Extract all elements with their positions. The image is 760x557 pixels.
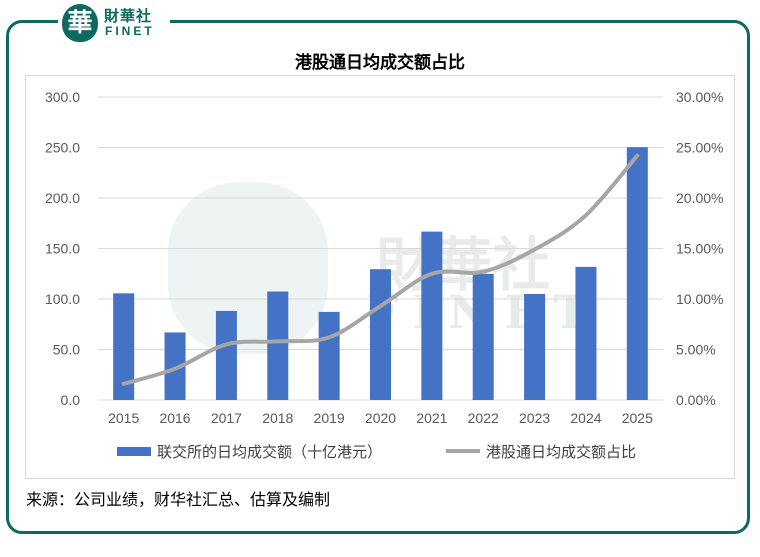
bar-2023 — [524, 293, 546, 400]
line-series — [121, 153, 640, 386]
bar-2017 — [215, 310, 237, 400]
bar-2025 — [626, 147, 648, 400]
y-right-tick-label: 15.00% — [676, 241, 723, 257]
watermark-seal-icon — [168, 182, 328, 354]
gridlines — [98, 96, 663, 401]
y-left-tick-label: 200.0 — [45, 190, 80, 206]
plot-area-border — [25, 75, 735, 479]
x-tick-label: 2018 — [262, 410, 293, 426]
legend-swatch-bar — [117, 447, 151, 456]
y-left-tick-label: 150.0 — [45, 241, 80, 257]
y-left-tick-label: 300.0 — [45, 89, 80, 105]
y-right-tick-label: 10.00% — [676, 291, 723, 307]
y-left-tick-label: 250.0 — [45, 140, 80, 156]
x-tick-label: 2019 — [314, 410, 345, 426]
bar-2015 — [113, 293, 135, 400]
legend: 联交所的日均成交额（十亿港元） 港股通日均成交额占比 — [117, 443, 636, 461]
brand-logo: 華 財華社 FINET — [58, 2, 170, 44]
y-right-tick-label: 25.00% — [676, 140, 723, 156]
bar-2024 — [575, 266, 597, 400]
y-right-tick-label: 5.00% — [676, 342, 716, 358]
brand-name-en: FINET — [105, 24, 155, 38]
x-tick-label: 2024 — [570, 410, 601, 426]
x-tick-label: 2023 — [519, 410, 550, 426]
x-tick-label: 2017 — [211, 410, 242, 426]
x-tick-label: 2015 — [108, 410, 139, 426]
x-tick-label: 2016 — [159, 410, 190, 426]
line-share-path — [121, 153, 640, 386]
x-tick-label: 2022 — [468, 410, 499, 426]
y-right-tick-labels: 30.00% 25.00% 20.00% 15.00% 10.00% 5.00% 0.00% — [676, 89, 723, 408]
x-tick-labels: 2015 2016 2017 2018 2019 2020 2021 2022 2023 2024… — [108, 410, 653, 426]
x-tick-label: 2021 — [416, 410, 447, 426]
x-tick-label: 2025 — [622, 410, 653, 426]
bar-2021 — [421, 231, 443, 400]
bar-2016 — [164, 332, 186, 400]
y-left-tick-label: 0.0 — [61, 392, 81, 408]
brand-name-cn: 財華社 — [104, 7, 153, 25]
y-right-tick-label: 30.00% — [676, 89, 723, 105]
y-left-tick-label: 100.0 — [45, 291, 80, 307]
bar-2018 — [267, 291, 289, 400]
y-left-tick-labels: 300.0 250.0 200.0 150.0 100.0 50.0 0.0 — [45, 89, 80, 408]
legend-label-line: 港股通日均成交额占比 — [486, 443, 636, 461]
chart-title: 港股通日均成交额占比 — [295, 53, 465, 73]
x-tick-label: 2020 — [365, 410, 396, 426]
source-note: 来源：公司业绩，财华社汇总、估算及编制 — [26, 490, 331, 509]
y-left-tick-label: 50.0 — [53, 342, 80, 358]
bar-2022 — [472, 273, 494, 400]
y-right-tick-label: 20.00% — [676, 190, 723, 206]
brand-seal-icon: 華 — [62, 4, 98, 42]
bar-2019 — [318, 311, 340, 400]
y-right-tick-label: 0.00% — [676, 392, 716, 408]
legend-label-bar: 联交所的日均成交额（十亿港元） — [157, 443, 382, 461]
bar-2020 — [370, 269, 391, 400]
